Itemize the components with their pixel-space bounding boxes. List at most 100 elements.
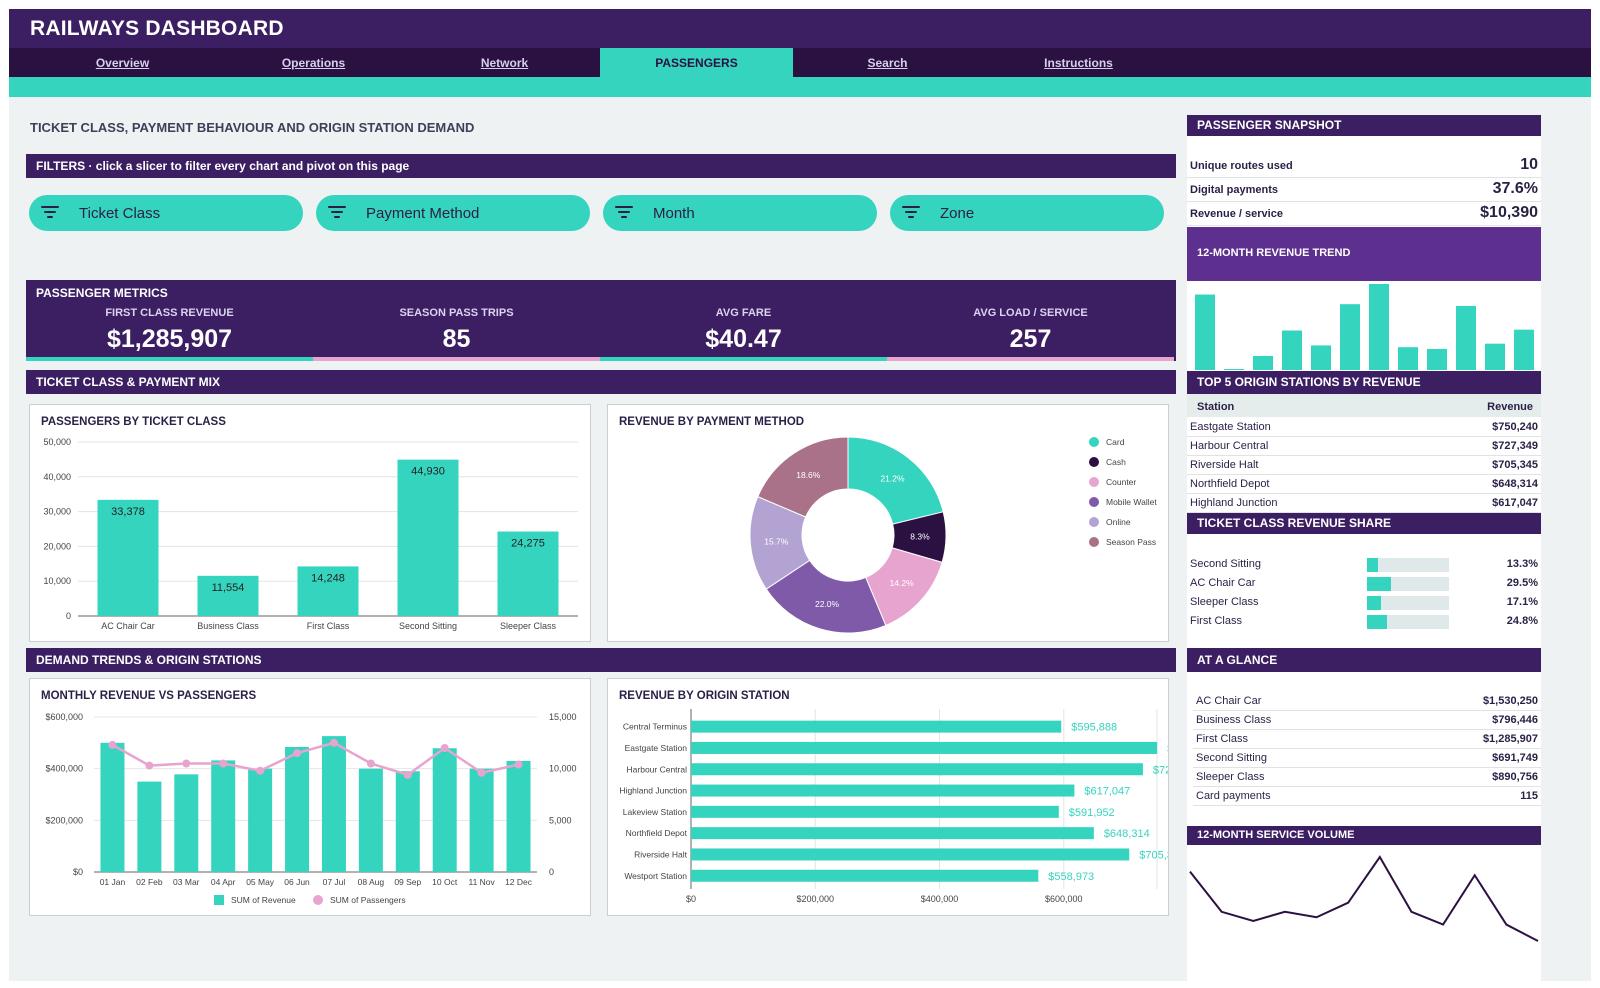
- kpi-accent: [600, 357, 887, 361]
- kpi-value: 85: [442, 325, 471, 353]
- bar: [97, 499, 159, 616]
- top-stations-header: TOP 5 ORIGIN STATIONS BY REVENUE: [1187, 371, 1541, 394]
- kpi-label: AVG LOAD / SERVICE: [973, 307, 1088, 319]
- tab-search[interactable]: Search: [867, 56, 908, 70]
- x-tick-label: $200,000: [796, 894, 834, 904]
- passengers-by-class-chart: 0 10,000 20,000 30,000 40,000 50,000 33,378 AC …: [43, 437, 578, 631]
- slicer-ticket-class[interactable]: Ticket Class: [29, 195, 303, 231]
- line-point: [219, 759, 228, 768]
- spark-bar: [1311, 345, 1331, 370]
- data-label: 24,275: [511, 538, 545, 550]
- share-label: Second Sitting: [1190, 558, 1261, 570]
- y-left-tick-label: $400,000: [45, 764, 83, 774]
- x-tick-label: AC Chair Car: [101, 621, 155, 631]
- kpi-value: $1,285,907: [106, 325, 233, 353]
- bar: [174, 774, 199, 872]
- share-track: [1367, 558, 1449, 572]
- x-tick-label: 03 Mar: [173, 877, 200, 887]
- station-revenue: $727,349: [1492, 440, 1538, 452]
- y-tick-label: Harbour Central: [627, 764, 688, 774]
- slicer-payment-method[interactable]: Payment Method: [316, 195, 590, 231]
- bar: [506, 760, 531, 872]
- slicer-month[interactable]: Month: [603, 195, 877, 231]
- x-tick-label: 08 Aug: [358, 877, 385, 887]
- snapshot-row: Digital payments 37.6%: [1187, 178, 1541, 202]
- line-point: [293, 749, 302, 758]
- legend-swatch: [1089, 537, 1099, 547]
- y-tick-label: Central Terminus: [623, 722, 687, 732]
- x-tick-label: Second Sitting: [399, 621, 457, 631]
- y-tick-label: Northfield Depot: [626, 828, 688, 838]
- slicer-label: Payment Method: [366, 205, 480, 222]
- table-row: Northfield Depot $648,314: [1187, 475, 1541, 494]
- nav-bar: Overview Operations Network PASSENGERS S…: [9, 48, 1591, 77]
- tab-instructions[interactable]: Instructions: [1044, 56, 1113, 70]
- y-right-tick-label: 15,000: [549, 712, 577, 722]
- payment-method-donut-chart: 21.2% 8.3% 14.2% 22.0% 15.7% 18.6% Card Cash Cou…: [749, 436, 1157, 634]
- slicer-zone[interactable]: Zone: [890, 195, 1164, 231]
- tab-passengers[interactable]: PASSENGERS: [600, 48, 793, 77]
- class-share-header: TICKET CLASS REVENUE SHARE: [1187, 513, 1541, 534]
- station-name: Harbour Central: [1190, 440, 1269, 452]
- line-point: [366, 759, 375, 768]
- bar: [469, 768, 494, 872]
- slice-label: 21.2%: [880, 473, 905, 483]
- x-tick-label: First Class: [307, 621, 350, 631]
- y-tick-label: Westport Station: [624, 871, 687, 881]
- bar: [358, 768, 383, 872]
- y-tick-label: 10,000: [43, 576, 71, 586]
- share-row: First Class 24.8%: [1187, 612, 1541, 631]
- trend-header-panel: 12-MONTH REVENUE TREND: [1187, 227, 1541, 281]
- app-title: RAILWAYS DASHBOARD: [30, 17, 284, 40]
- passengers-line: [111, 741, 519, 777]
- glance-value: 115: [1520, 790, 1538, 802]
- station-name: Eastgate Station: [1190, 421, 1271, 433]
- legend-label: SUM of Passengers: [330, 895, 406, 905]
- bar: [211, 760, 236, 872]
- revenue-trend-sparkbars: [1195, 284, 1534, 370]
- pie-slice: [757, 436, 849, 518]
- metrics-header: PASSENGER METRICS: [36, 286, 168, 300]
- slicer-label: Zone: [940, 205, 975, 222]
- legend-label: Online: [1106, 517, 1131, 527]
- legend-swatch: [313, 895, 323, 905]
- revenue-by-origin-chart: $0 $200,000 $400,000 $600,000 Central Termin…: [619, 709, 1168, 904]
- filter-icon: [902, 206, 920, 218]
- glance-label: Business Class: [1196, 714, 1272, 726]
- slice-label: 14.2%: [890, 578, 915, 588]
- chart-title: REVENUE BY PAYMENT METHOD: [619, 416, 805, 428]
- line-point: [182, 759, 191, 768]
- share-value: 13.3%: [1506, 558, 1538, 570]
- station-name: Riverside Halt: [1190, 459, 1259, 471]
- legend-label: Counter: [1106, 477, 1136, 487]
- glance-label: Second Sitting: [1196, 752, 1267, 764]
- kpi-season-pass-trips: SEASON PASS TRIPS 85: [313, 280, 600, 361]
- x-tick-label: Sleeper Class: [500, 621, 557, 631]
- monthly-revenue-passengers-chart: $0 $200,000 $400,000 $600,000 0 5,000 10,000 15…: [45, 712, 577, 905]
- snapshot-value: 37.6%: [1492, 180, 1538, 197]
- y-left-tick-label: $600,000: [45, 712, 83, 722]
- bar: [197, 575, 259, 616]
- bar: [691, 784, 1075, 797]
- table-row: Highland Junction $617,047: [1187, 494, 1541, 513]
- tab-overview[interactable]: Overview: [95, 56, 150, 70]
- legend-swatch: [214, 895, 224, 905]
- x-tick-label: 12 Dec: [505, 877, 533, 887]
- x-tick-label: 05 May: [246, 877, 275, 887]
- kpi-accent: [313, 357, 600, 361]
- section-header-demand: DEMAND TRENDS & ORIGIN STATIONS: [26, 648, 1176, 672]
- kpi-avg-fare: AVG FARE $40.47: [600, 280, 887, 361]
- kpi-accent: [887, 357, 1174, 361]
- snapshot-label: Revenue / service: [1190, 208, 1283, 220]
- chart-card-monthly: MONTHLY REVENUE VS PASSENGERS $0 $200,000…: [29, 678, 591, 916]
- y-tick-label: 50,000: [43, 437, 71, 447]
- glance-row: Sleeper Class $890,756: [1193, 768, 1541, 787]
- tab-network[interactable]: Network: [480, 56, 529, 70]
- kpi-first-class-revenue: FIRST CLASS REVENUE $1,285,907: [26, 280, 313, 361]
- chart-title: REVENUE BY ORIGIN STATION: [619, 690, 790, 702]
- spark-bar: [1253, 355, 1273, 370]
- station-revenue: $648,314: [1492, 478, 1538, 490]
- spark-bar: [1427, 348, 1447, 370]
- glance-value: $796,446: [1492, 714, 1538, 726]
- tab-operations[interactable]: Operations: [281, 56, 346, 70]
